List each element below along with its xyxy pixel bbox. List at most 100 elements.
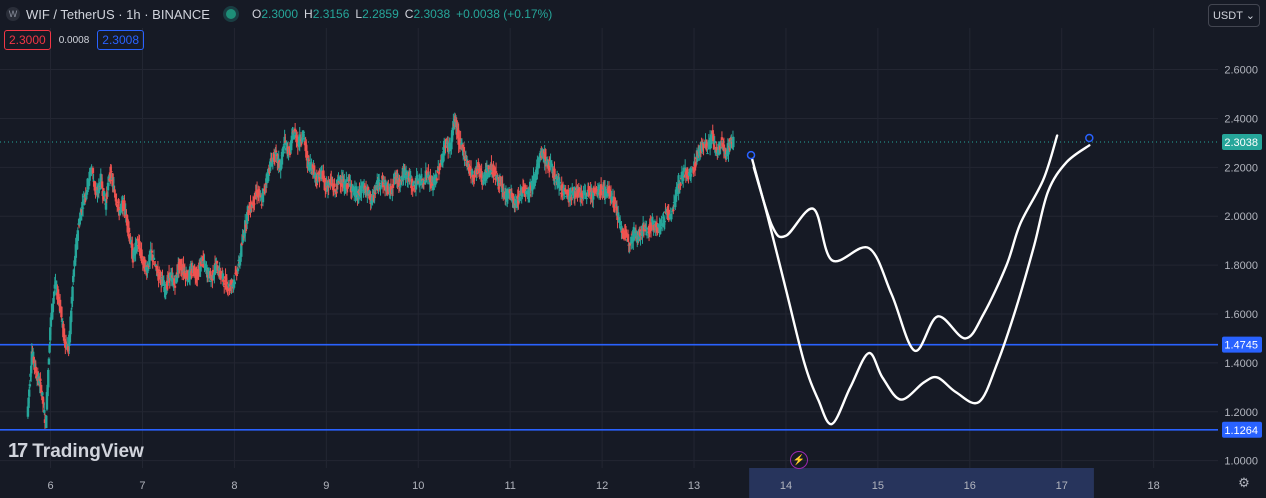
candle-body[interactable] xyxy=(273,152,276,162)
candle-body[interactable] xyxy=(420,180,424,186)
candle-body[interactable] xyxy=(134,242,137,254)
candle-body[interactable] xyxy=(485,167,489,179)
candle-body[interactable] xyxy=(525,191,528,195)
candle-body[interactable] xyxy=(149,249,152,259)
candle-body[interactable] xyxy=(515,204,519,209)
candle-body[interactable] xyxy=(90,168,93,170)
candle-body[interactable] xyxy=(253,203,256,205)
candle-body[interactable] xyxy=(490,163,493,170)
candle-body[interactable] xyxy=(202,255,205,262)
candle-body[interactable] xyxy=(551,165,554,174)
candle-body[interactable] xyxy=(714,152,718,154)
gear-icon[interactable]: ⚙ xyxy=(1238,475,1250,490)
candle-body[interactable] xyxy=(162,280,166,285)
candle-body[interactable] xyxy=(297,142,300,144)
bolt-icon[interactable]: ⚡ xyxy=(790,451,808,469)
candle-body[interactable] xyxy=(573,187,576,199)
candle-body[interactable] xyxy=(462,148,465,156)
candle-body[interactable] xyxy=(282,146,285,154)
candle-body[interactable] xyxy=(266,174,269,183)
candle-body[interactable] xyxy=(425,171,428,173)
candle-body[interactable] xyxy=(351,188,354,191)
candle-body[interactable] xyxy=(720,137,724,140)
candle-body[interactable] xyxy=(469,168,473,176)
candle-body[interactable] xyxy=(112,179,115,184)
candle-body[interactable] xyxy=(537,163,540,169)
candle-body[interactable] xyxy=(374,192,377,194)
candle-body[interactable] xyxy=(42,403,45,405)
candle-body[interactable] xyxy=(436,170,439,173)
candle-body[interactable] xyxy=(34,366,37,373)
candle-body[interactable] xyxy=(481,180,484,185)
candle-body[interactable] xyxy=(347,176,350,182)
candle-body[interactable] xyxy=(173,278,176,286)
candle-body[interactable] xyxy=(335,179,339,184)
candle-body[interactable] xyxy=(233,281,236,285)
candle-body[interactable] xyxy=(48,345,51,353)
candle-body[interactable] xyxy=(151,255,154,262)
candle-body[interactable] xyxy=(487,165,491,170)
candle-body[interactable] xyxy=(119,207,122,209)
candle-body[interactable] xyxy=(226,289,229,291)
projection-path[interactable] xyxy=(749,144,1091,426)
candle-body[interactable] xyxy=(280,159,283,169)
candle-body[interactable] xyxy=(163,283,167,292)
candle-body[interactable] xyxy=(472,177,475,181)
candle-body[interactable] xyxy=(611,196,615,203)
candle-body[interactable] xyxy=(232,279,236,283)
candle-body[interactable] xyxy=(89,170,92,172)
candle-body[interactable] xyxy=(234,272,237,274)
candle-body[interactable] xyxy=(645,234,649,236)
candle-body[interactable] xyxy=(521,187,525,193)
candle-body[interactable] xyxy=(383,183,386,186)
candle-body[interactable] xyxy=(85,189,89,195)
candle-body[interactable] xyxy=(508,189,512,194)
candle-body[interactable] xyxy=(681,171,684,181)
candle-body[interactable] xyxy=(345,179,348,182)
candle-body[interactable] xyxy=(291,131,295,133)
candle-body[interactable] xyxy=(637,234,640,241)
candle-body[interactable] xyxy=(114,193,117,198)
candle-body[interactable] xyxy=(450,133,454,140)
candle-body[interactable] xyxy=(47,369,50,388)
candle-body[interactable] xyxy=(116,205,119,208)
candle-body[interactable] xyxy=(392,178,395,184)
candle-body[interactable] xyxy=(554,177,558,179)
candle-body[interactable] xyxy=(213,263,217,265)
candle-body[interactable] xyxy=(683,167,687,171)
candle-body[interactable] xyxy=(391,184,395,188)
candle-body[interactable] xyxy=(137,240,141,244)
candle-body[interactable] xyxy=(571,187,575,192)
candle-body[interactable] xyxy=(322,178,326,183)
candle-body[interactable] xyxy=(35,376,38,379)
candle-body[interactable] xyxy=(377,180,381,182)
candle-body[interactable] xyxy=(270,157,273,162)
candle-body[interactable] xyxy=(678,184,681,189)
candle-body[interactable] xyxy=(26,406,30,417)
candle-body[interactable] xyxy=(659,227,663,229)
candle-body[interactable] xyxy=(698,148,701,157)
candle-body[interactable] xyxy=(387,184,391,186)
candle-body[interactable] xyxy=(193,268,196,271)
candle-body[interactable] xyxy=(412,181,416,184)
candle-body[interactable] xyxy=(71,286,74,302)
projection-path[interactable] xyxy=(752,134,1059,352)
candle-body[interactable] xyxy=(209,280,213,282)
candle-body[interactable] xyxy=(319,169,322,171)
candle-body[interactable] xyxy=(74,244,78,258)
candle-body[interactable] xyxy=(46,387,49,397)
candle-body[interactable] xyxy=(301,130,305,138)
candle-body[interactable] xyxy=(253,192,257,200)
candle-body[interactable] xyxy=(495,175,498,179)
candle-body[interactable] xyxy=(230,280,234,285)
candle-body[interactable] xyxy=(360,182,364,188)
candle-body[interactable] xyxy=(232,282,235,287)
candle-body[interactable] xyxy=(369,194,372,203)
candle-body[interactable] xyxy=(541,149,544,153)
candle-body[interactable] xyxy=(598,193,602,195)
candle-body[interactable] xyxy=(77,223,80,225)
candle-body[interactable] xyxy=(337,181,341,183)
candle-body[interactable] xyxy=(471,174,475,178)
candle-body[interactable] xyxy=(150,250,154,253)
candle-body[interactable] xyxy=(213,272,216,276)
